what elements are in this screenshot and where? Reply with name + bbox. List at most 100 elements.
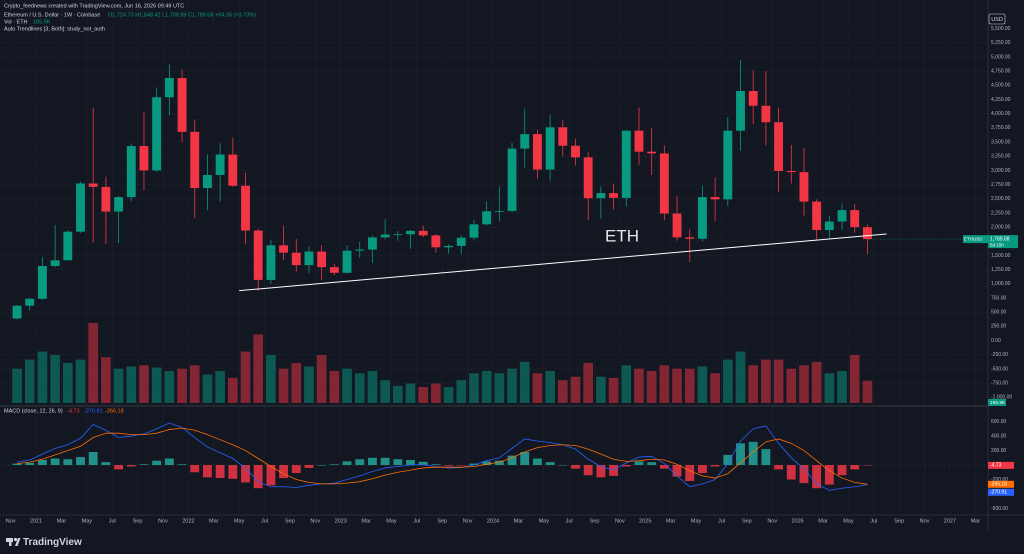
x-tick-label: 2023 [335,518,347,524]
macd-tick-label: -200.00 [991,477,1008,483]
x-tick-label: Sep [590,518,600,524]
y-tick-label: 3,250.00 [991,154,1011,160]
candle-body [469,224,479,238]
x-tick-label: Jul [718,518,725,524]
histogram-bar [634,461,644,466]
y-tick-label: 1,500.00 [991,253,1011,259]
y-tick-label: 5,250.00 [991,40,1011,46]
y-tick-label: 750.00 [991,295,1007,301]
candle-body [88,183,98,187]
candle-body [596,193,606,199]
volume-bar [786,368,797,403]
volume-bar [532,373,543,403]
volume-bar [481,371,492,403]
histogram-bar [697,465,707,473]
volume-legend-value: 195.9K [33,19,51,25]
indicator-legend: Auto Trendlines [3, Both]: study_not_aut… [4,26,105,32]
volume-bar [24,359,35,403]
candle-body [583,157,593,199]
volume-value: 195.9K [990,400,1006,406]
candle-body [241,185,250,231]
histogram-bar [469,463,479,466]
x-tick-label: Nov [615,518,625,524]
y-tick-label: 5,500.00 [991,26,1011,32]
volume-bar [113,368,124,403]
histogram-bar [164,458,174,466]
x-tick-label: Mar [209,518,219,524]
logo-mark [15,538,21,546]
candle-body [647,151,657,154]
y-tick-label: 1,000.00 [991,281,1011,287]
y-tick-label: 4,500.00 [991,83,1011,89]
x-tick-label: May [234,518,245,524]
histogram-bar [355,459,365,466]
price-badge [988,235,1018,249]
y-tick-label: 250.00 [991,324,1007,330]
candle-body [748,91,758,106]
candle-body [380,234,390,238]
x-tick-label: Mar [818,518,828,524]
x-tick-label: Sep [133,518,143,524]
histogram-bar [228,465,238,479]
candle-body [12,305,22,319]
y-tick-label: 5,000.00 [991,54,1011,60]
volume-bar [354,373,365,403]
histogram-badge-text: -4.73 [990,463,1002,469]
x-tick-label: Jul [870,518,877,524]
candle-body [621,130,631,198]
candle-body [101,186,111,212]
histogram-badge [988,461,1014,469]
volume-bar [710,373,720,403]
volume-bar [659,365,670,403]
currency[interactable]: USD [991,17,1003,23]
volume-bar [177,368,187,403]
candle-body [342,250,352,273]
candle-body [494,210,504,212]
volume-bar [684,368,695,403]
candle-body [25,298,35,306]
candle-body [114,197,124,212]
candle-body [786,170,796,173]
volume-bar [748,365,759,403]
histogram-bar [507,455,517,466]
y-tick-label: 3,000.00 [991,168,1011,174]
volume-bar [62,363,73,403]
candle-body [190,131,200,189]
histogram-bar [621,465,631,467]
histogram-bar [545,462,555,466]
histogram-bar [418,461,428,466]
x-tick-label: 2021 [30,518,42,524]
x-tick-label: 2026 [791,518,803,524]
y-tick-label: 3,500.00 [991,139,1011,145]
volume-bar [443,387,454,403]
volume-bar [849,355,860,403]
logo[interactable] [6,537,21,546]
x-tick-label: Nov [920,518,930,524]
volume-bar [634,368,644,403]
branding[interactable]: TradingView [23,537,82,548]
macd-hist-legend: -4.73 [67,408,80,414]
candle-body [63,231,73,261]
currency-box[interactable] [988,13,1006,25]
volume-bar [189,365,200,403]
candle-body [279,245,289,253]
volume-bar [811,361,822,403]
histogram-bar [520,452,530,466]
candle-body [177,77,187,132]
y-tick-label: 2,250.00 [991,210,1011,216]
volume-bar [380,380,390,403]
candle-body [164,77,174,98]
macd-title: MACD (close, 12, 26, 9) [4,408,63,414]
volume-bar [722,359,733,403]
candle-body [862,227,872,240]
symbol-badge: ETHUSD [964,236,983,241]
signal-line [16,427,868,485]
volume-bar [557,380,568,403]
histogram-bar [571,465,580,469]
volume-bar [799,365,809,403]
histogram-bar [850,465,860,470]
candle-body [406,230,415,235]
volume-bar [837,371,847,403]
volume-bar [431,383,441,403]
